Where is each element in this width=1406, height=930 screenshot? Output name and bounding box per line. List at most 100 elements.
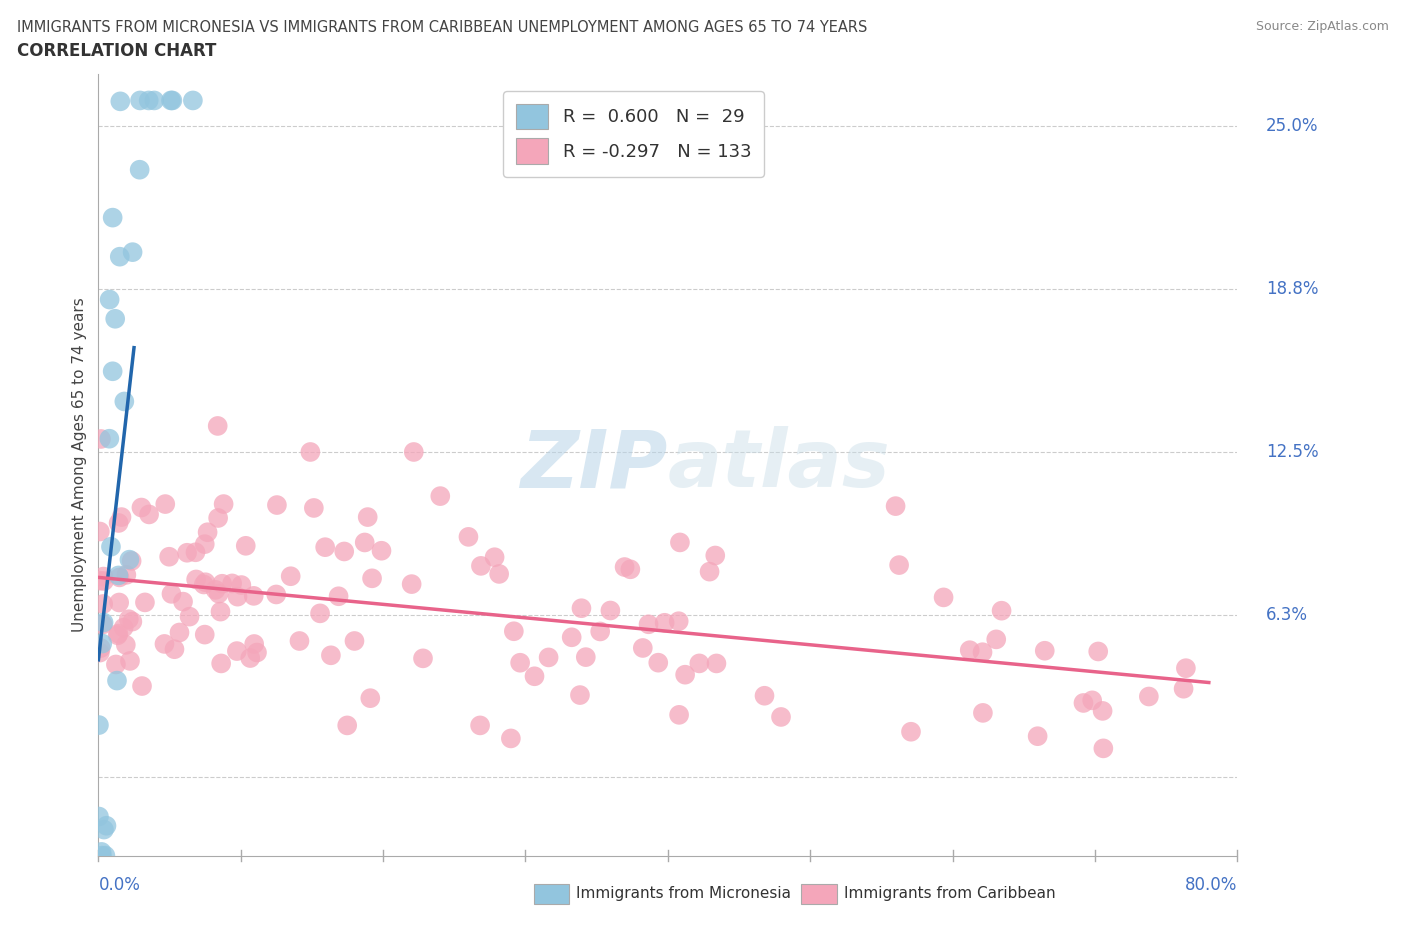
Point: [197, 525, 219, 539]
Point: [990, 604, 1012, 618]
Point: [1174, 660, 1197, 675]
Point: [184, 572, 207, 587]
Point: [107, 626, 129, 641]
Point: [121, 553, 143, 568]
Text: IMMIGRANTS FROM MICRONESIA VS IMMIGRANTS FROM CARIBBEAN UNEMPLOYMENT AMONG AGES : IMMIGRANTS FROM MICRONESIA VS IMMIGRANTS…: [17, 20, 868, 35]
Point: [155, 497, 177, 512]
Point: [571, 601, 593, 616]
Point: [207, 418, 229, 433]
Point: [163, 642, 186, 657]
Point: [209, 656, 232, 671]
Point: [118, 552, 141, 567]
Point: [699, 565, 721, 579]
Point: [613, 560, 636, 575]
Point: [128, 162, 150, 177]
Point: [221, 576, 243, 591]
Point: [429, 488, 451, 503]
Point: [488, 566, 510, 581]
Point: [688, 656, 710, 671]
Text: atlas: atlas: [668, 426, 890, 504]
Point: [169, 625, 191, 640]
Point: [669, 535, 692, 550]
Point: [153, 636, 176, 651]
Point: [631, 641, 654, 656]
Point: [484, 550, 506, 565]
Point: [105, 673, 128, 688]
Point: [900, 724, 922, 739]
Point: [654, 616, 676, 631]
Point: [181, 93, 204, 108]
Point: [138, 93, 160, 108]
Point: [972, 706, 994, 721]
Text: Immigrants from Micronesia: Immigrants from Micronesia: [576, 886, 792, 901]
Point: [193, 577, 215, 591]
Point: [89, 525, 111, 539]
Point: [336, 718, 359, 733]
Point: [91, 636, 114, 651]
Point: [212, 497, 235, 512]
Point: [523, 669, 546, 684]
Point: [309, 606, 332, 621]
Point: [537, 650, 560, 665]
Point: [211, 577, 233, 591]
Point: [108, 249, 131, 264]
Point: [468, 718, 491, 733]
Point: [754, 688, 776, 703]
Point: [769, 710, 792, 724]
Point: [87, 809, 110, 824]
Point: [225, 644, 247, 658]
Point: [231, 578, 253, 592]
Text: 25.0%: 25.0%: [1265, 117, 1319, 136]
Point: [101, 364, 124, 379]
Point: [91, 617, 114, 631]
Point: [887, 558, 910, 573]
Point: [112, 620, 135, 635]
Point: [207, 511, 229, 525]
Point: [280, 569, 302, 584]
Point: [129, 93, 152, 108]
Point: [361, 571, 384, 586]
Point: [568, 687, 591, 702]
Text: CORRELATION CHART: CORRELATION CHART: [17, 42, 217, 60]
Point: [100, 539, 122, 554]
Point: [107, 568, 129, 583]
Point: [98, 292, 121, 307]
Point: [575, 650, 598, 665]
Point: [115, 567, 138, 582]
Point: [104, 657, 127, 671]
Point: [101, 210, 124, 225]
Point: [162, 93, 184, 108]
Point: [499, 731, 522, 746]
Point: [114, 637, 136, 652]
Point: [370, 543, 392, 558]
Point: [90, 844, 112, 859]
Point: [959, 643, 981, 658]
Point: [288, 633, 311, 648]
Text: ZIP: ZIP: [520, 426, 668, 504]
Point: [93, 615, 115, 630]
Point: [134, 595, 156, 610]
Point: [353, 535, 375, 550]
Point: [668, 614, 690, 629]
Point: [470, 558, 492, 573]
Point: [1081, 693, 1104, 708]
Point: [302, 500, 325, 515]
Point: [184, 545, 207, 560]
Point: [235, 538, 257, 553]
Point: [239, 651, 262, 666]
Point: [932, 590, 955, 604]
Point: [343, 633, 366, 648]
Point: [194, 627, 217, 642]
Point: [94, 848, 117, 863]
Point: [104, 312, 127, 326]
Point: [194, 537, 217, 551]
Point: [619, 562, 641, 577]
Point: [90, 432, 112, 446]
Text: 80.0%: 80.0%: [1185, 876, 1237, 895]
Point: [1073, 696, 1095, 711]
Point: [108, 595, 131, 610]
Point: [93, 574, 115, 589]
Point: [647, 656, 669, 671]
Point: [87, 718, 110, 733]
Point: [299, 445, 322, 459]
